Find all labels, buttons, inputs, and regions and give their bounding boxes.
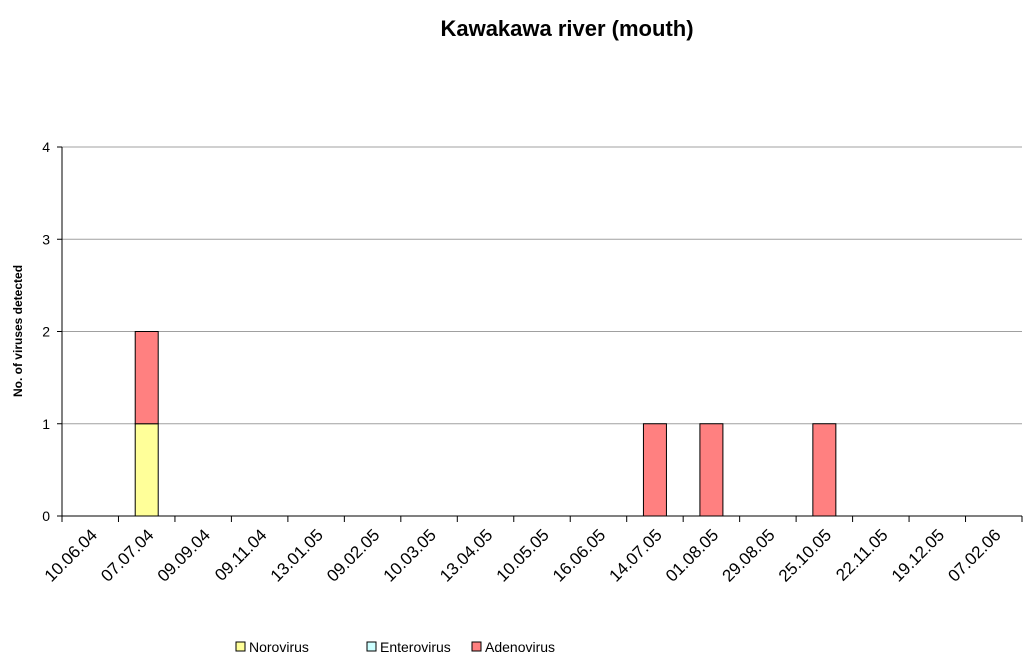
- x-tick-label: 25.10.05: [775, 525, 835, 585]
- bar-segment: [642, 423, 667, 517]
- x-tick-label: 29.08.05: [718, 525, 778, 585]
- y-tick-label: 4: [42, 139, 50, 155]
- x-tick-label: 07.07.04: [97, 525, 157, 585]
- y-tick-label: 3: [42, 231, 50, 247]
- y-tick-label: 0: [42, 508, 50, 524]
- bar-segment: [134, 331, 159, 425]
- x-tick-label: 14.07.05: [606, 525, 666, 585]
- x-tick-label: 07.02.06: [944, 525, 1004, 585]
- y-tick-label: 2: [42, 324, 50, 340]
- legend-label: Enterovirus: [380, 639, 451, 655]
- chart-title: Kawakawa river (mouth): [440, 16, 693, 41]
- x-tick-label: 09.02.05: [323, 525, 383, 585]
- legend-swatch: [471, 641, 482, 652]
- x-tick-label: 13.01.05: [267, 525, 327, 585]
- bar-segment: [134, 423, 159, 517]
- x-tick-label: 10.06.04: [41, 525, 101, 585]
- x-tick-label: 10.03.05: [380, 525, 440, 585]
- x-tick-label: 09.11.04: [211, 525, 270, 584]
- x-tick-label: 16.06.05: [549, 525, 609, 585]
- legend-label: Adenovirus: [485, 639, 555, 655]
- x-tick-label: 01.08.05: [662, 525, 722, 585]
- x-tick-label: 09.09.04: [154, 525, 214, 585]
- x-tick-label: 10.05.05: [493, 525, 553, 585]
- x-tick-label: 22.11.05: [832, 525, 891, 584]
- legend-label: Norovirus: [249, 639, 309, 655]
- y-axis-label: No. of viruses detected: [11, 265, 25, 397]
- bar-segment: [699, 423, 724, 517]
- legend-swatch: [366, 641, 377, 652]
- x-tick-label: 13.04.05: [436, 525, 496, 585]
- legend-swatch: [235, 641, 246, 652]
- bar-segment: [812, 423, 837, 517]
- y-tick-label: 1: [42, 416, 50, 432]
- x-tick-label: 19.12.05: [888, 525, 948, 585]
